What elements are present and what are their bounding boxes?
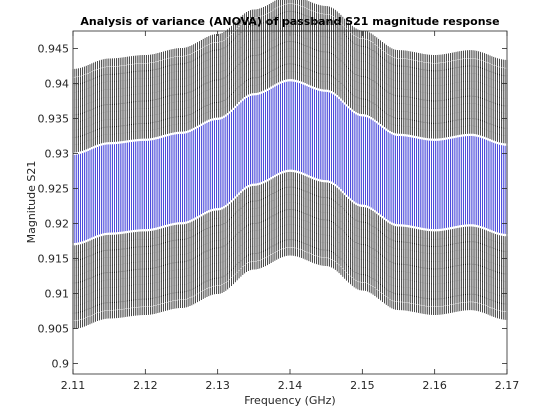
- series-8: [72, 26, 508, 299]
- series-12: [72, 0, 508, 329]
- series-11: [72, 3, 508, 321]
- series-9: [72, 18, 508, 306]
- series-10: [72, 10, 508, 314]
- series-7: [72, 34, 508, 291]
- series-3: [72, 63, 508, 262]
- data-marks: [72, 0, 508, 329]
- series-5: [72, 48, 508, 276]
- series-6: [72, 41, 508, 284]
- series-4: [72, 56, 508, 269]
- series-2: [72, 71, 508, 254]
